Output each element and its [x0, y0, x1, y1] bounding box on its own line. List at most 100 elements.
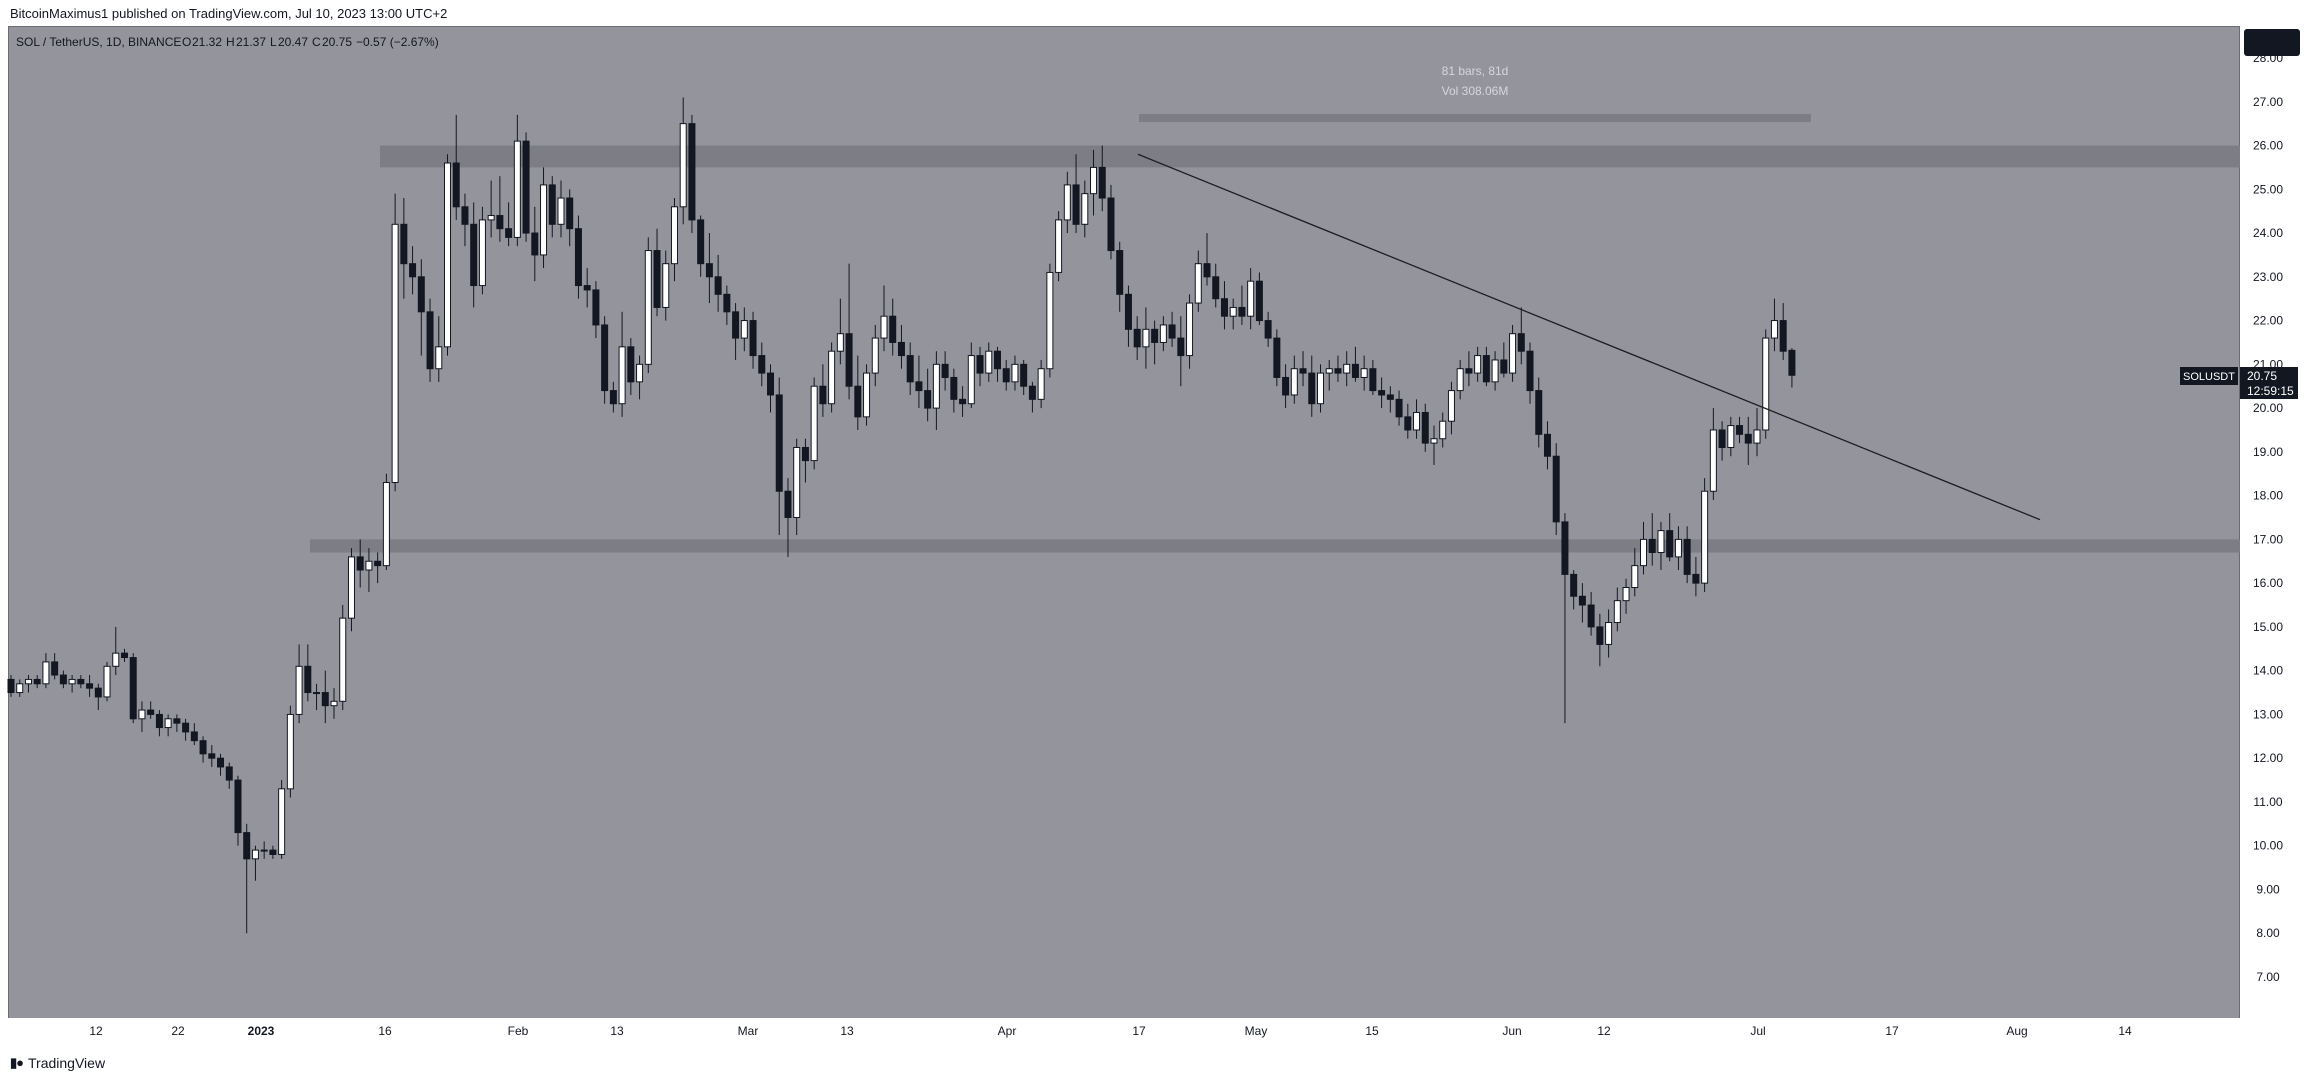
- close-value: 20.75: [322, 35, 352, 49]
- candle: [1133, 316, 1141, 360]
- candle: [1255, 272, 1263, 325]
- bottom-bar: [0, 1046, 2315, 1079]
- x-tick-label: 22: [171, 1024, 185, 1038]
- descending-trendline[interactable]: [1137, 153, 2041, 521]
- candle: [670, 198, 678, 282]
- candle-body: [1186, 302, 1194, 357]
- candle-body: [190, 731, 198, 742]
- candle-body: [1430, 438, 1438, 444]
- x-tick-label: 13: [840, 1024, 854, 1038]
- candle-body: [129, 657, 137, 720]
- low-label: L: [270, 35, 277, 49]
- candle-body: [1526, 350, 1534, 392]
- candle: [583, 268, 591, 308]
- candle-body: [1744, 433, 1752, 444]
- candle-body: [286, 713, 294, 790]
- candle: [487, 180, 495, 238]
- candle-body: [653, 250, 661, 308]
- candle-body: [1701, 490, 1709, 584]
- candle-body: [592, 289, 600, 326]
- candle-body: [138, 709, 146, 720]
- candle: [618, 311, 626, 417]
- measure-bar[interactable]: [1139, 114, 1811, 122]
- candle: [688, 114, 696, 234]
- tradingview-logo[interactable]: ▮● TradingView: [10, 1055, 105, 1071]
- candle-body: [400, 223, 408, 265]
- candle-body: [915, 381, 923, 392]
- candle-body: [374, 560, 382, 567]
- candle-body: [339, 617, 347, 702]
- candle: [225, 762, 233, 789]
- candle-body: [478, 219, 486, 287]
- candle-body: [269, 849, 277, 855]
- candle-body: [1378, 390, 1386, 396]
- candle: [33, 675, 41, 689]
- support-zone[interactable]: [310, 539, 2240, 553]
- candle-body: [976, 355, 984, 374]
- y-tick-label: 17.00: [2253, 532, 2283, 546]
- candle: [1020, 359, 1028, 395]
- candle: [86, 675, 94, 697]
- candle-body: [1282, 376, 1290, 396]
- candle: [1203, 233, 1211, 286]
- candle-body: [1046, 271, 1054, 370]
- candle-body: [1273, 337, 1281, 378]
- candle-body: [1290, 368, 1298, 396]
- candle-body: [557, 197, 565, 225]
- candle: [286, 705, 294, 798]
- candle: [1762, 329, 1770, 439]
- candle: [627, 338, 635, 395]
- candle: [382, 473, 390, 571]
- chart-area[interactable]: [8, 26, 2240, 1046]
- candle: [16, 679, 24, 697]
- candle-body: [1317, 372, 1324, 405]
- candle: [880, 285, 888, 352]
- candle: [269, 845, 277, 859]
- candle: [1465, 351, 1473, 387]
- candle-body: [1640, 538, 1648, 567]
- price-tag-value: 20.75: [2247, 369, 2277, 383]
- candle-body: [1255, 280, 1263, 322]
- candle-body: [1325, 368, 1333, 374]
- y-tick-label: 15.00: [2253, 620, 2283, 634]
- candle-body: [810, 385, 818, 462]
- candle-body: [1439, 420, 1447, 440]
- candle-body: [1491, 359, 1499, 383]
- candle: [1709, 408, 1717, 500]
- candle: [1011, 355, 1019, 391]
- candle-body: [801, 446, 809, 462]
- candle: [1151, 320, 1159, 365]
- candle-body: [1247, 280, 1255, 317]
- candle: [871, 324, 879, 387]
- candle-body: [897, 341, 905, 357]
- x-tick-label: 12: [1597, 1024, 1611, 1038]
- time-axis[interactable]: [8, 1018, 2240, 1046]
- y-tick-label: 23.00: [2253, 270, 2283, 284]
- y-tick-label: 8.00: [2256, 926, 2280, 940]
- candle: [1072, 154, 1080, 234]
- candle-body: [1142, 328, 1150, 348]
- candle: [1273, 329, 1281, 387]
- candle-body: [77, 678, 85, 685]
- candle-body: [1788, 349, 1796, 376]
- candle: [1116, 241, 1124, 312]
- candle: [1779, 303, 1787, 360]
- candle-body: [1116, 250, 1124, 295]
- axis-menu-button[interactable]: [2244, 29, 2300, 56]
- candle: [644, 237, 652, 374]
- price-axis[interactable]: [2240, 26, 2315, 1046]
- candle-body: [1369, 368, 1377, 392]
- candle-body: [845, 333, 853, 387]
- candle-body: [234, 779, 242, 834]
- candle-body: [182, 722, 190, 733]
- x-tick-label: Jul: [1750, 1024, 1765, 1038]
- candle-body: [1395, 398, 1403, 418]
- candle: [1168, 311, 1176, 347]
- candle-body: [1753, 429, 1761, 444]
- candle-body: [1055, 219, 1063, 273]
- candle-body: [330, 700, 338, 707]
- candle: [199, 736, 207, 763]
- candle-body: [444, 162, 451, 348]
- resistance-zone[interactable]: [380, 145, 2240, 168]
